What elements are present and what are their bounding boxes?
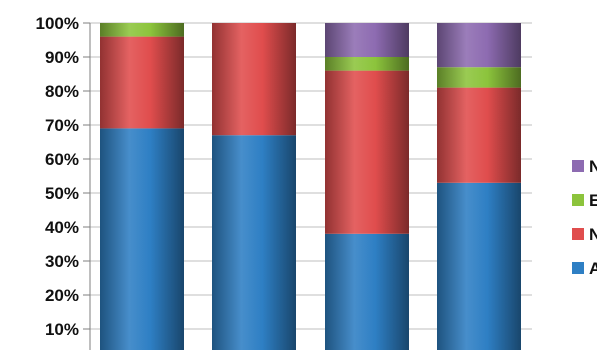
y-tick-label: 50% — [45, 184, 79, 203]
legend-label: A — [589, 259, 597, 278]
y-tick-label: 40% — [45, 218, 79, 237]
legend-label: N — [589, 225, 597, 244]
bar-segment — [100, 128, 184, 350]
y-tick-label: 70% — [45, 116, 79, 135]
legend-swatch — [572, 228, 584, 240]
bar-segment — [212, 135, 296, 350]
legend-swatch — [572, 262, 584, 274]
legend-label: E — [589, 191, 597, 210]
legend-label: N — [589, 157, 597, 176]
y-tick-label: 60% — [45, 150, 79, 169]
y-tick-label: 30% — [45, 252, 79, 271]
bar-segment — [437, 23, 521, 68]
bar-segment — [100, 36, 184, 129]
bar-segment — [325, 70, 409, 234]
bar-segment — [325, 23, 409, 57]
y-tick-label: 20% — [45, 286, 79, 305]
y-tick-label: 10% — [45, 320, 79, 339]
bar-segment — [437, 182, 521, 350]
bar-segment — [437, 87, 521, 183]
legend-swatch — [572, 160, 584, 172]
y-axis: 10% 20% 30% 40% 50% 60% 70% 80% 90% 100% — [36, 14, 91, 350]
bars — [100, 23, 521, 350]
bar-segment — [212, 23, 296, 136]
y-tick-label: 100% — [36, 14, 79, 33]
legend-swatch — [572, 194, 584, 206]
y-tick-label: 90% — [45, 48, 79, 67]
bar-segment — [325, 57, 409, 71]
y-tick-label: 80% — [45, 82, 79, 101]
bar-segment — [100, 23, 184, 37]
bar-segment — [325, 233, 409, 350]
bar-segment — [437, 67, 521, 88]
